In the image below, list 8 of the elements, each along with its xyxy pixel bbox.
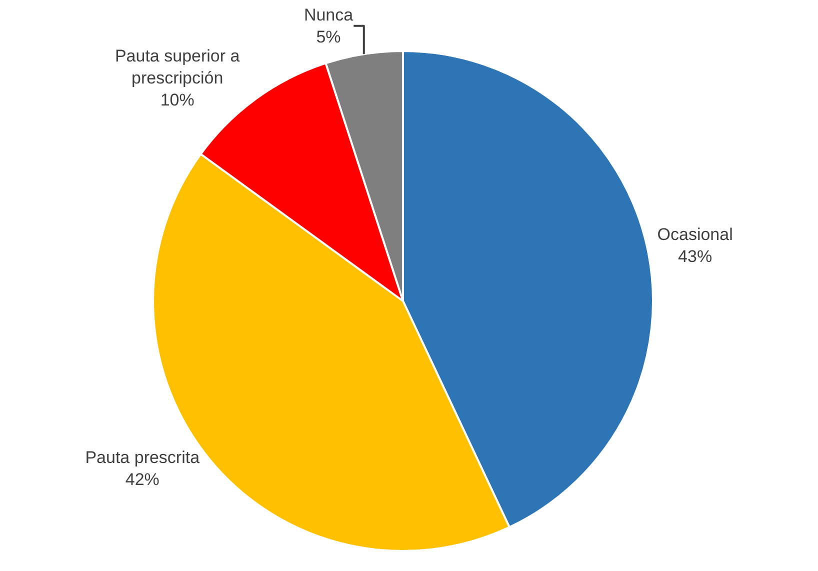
data-label: 10% xyxy=(160,90,194,110)
slice-label: Pauta superior a prescripción xyxy=(114,46,240,88)
data-label: 43% xyxy=(678,247,712,266)
slice-label: Pauta prescrita xyxy=(85,448,200,468)
data-label: 5% xyxy=(316,27,341,46)
slice-label: Nunca xyxy=(304,5,354,24)
slice-label: Ocasional xyxy=(657,224,733,244)
data-label: 42% xyxy=(125,470,160,490)
